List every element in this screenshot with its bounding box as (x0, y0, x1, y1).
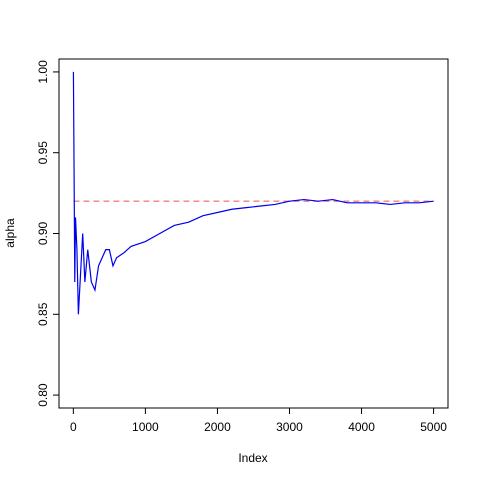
y-tick-label: 0.90 (36, 221, 50, 245)
x-tick-label: 1000 (132, 420, 159, 434)
plot-frame (58, 58, 449, 409)
y-tick-label: 0.85 (36, 302, 50, 326)
y-tick-label: 1.00 (36, 60, 50, 84)
y-tick-label: 0.95 (36, 141, 50, 165)
x-axis-label: Index (238, 451, 267, 465)
data-line (72, 71, 434, 315)
x-tick-label: 3000 (276, 420, 303, 434)
x-tick-label: 5000 (420, 420, 447, 434)
y-axis-label: alpha (3, 218, 17, 248)
x-tick-label: 0 (70, 420, 77, 434)
x-tick-label: 2000 (204, 420, 231, 434)
y-tick-label: 0.80 (36, 383, 50, 407)
x-tick-label: 4000 (348, 420, 375, 434)
